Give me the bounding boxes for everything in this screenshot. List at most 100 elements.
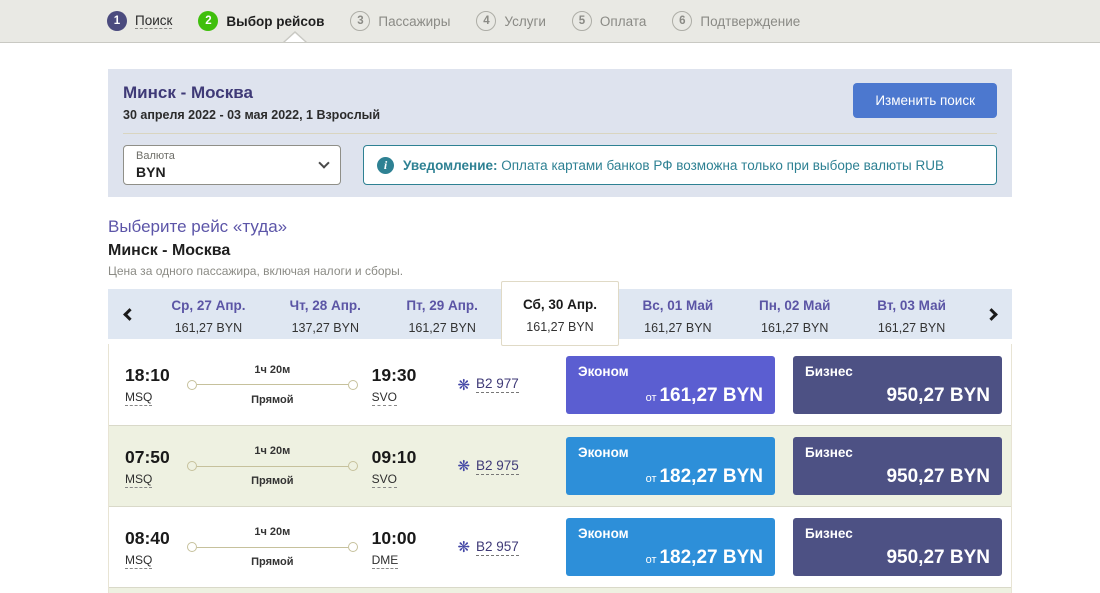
- notification-banner: i Уведомление: Оплата картами банков РФ …: [363, 145, 997, 185]
- flight-stops: Прямой: [187, 475, 358, 487]
- date-tab-3-selected[interactable]: Сб, 30 Апр. 161,27 BYN: [501, 281, 620, 346]
- currency-select[interactable]: Валюта BYN: [123, 145, 341, 185]
- business-fare-button[interactable]: Бизнес 950,27 BYN: [793, 437, 1002, 495]
- flight-duration: 1ч 20м: [187, 526, 358, 538]
- arrival-airport-code[interactable]: DME: [372, 553, 399, 569]
- arrival-time: 19:30: [372, 365, 442, 386]
- prev-dates-button[interactable]: [108, 289, 150, 339]
- departure-time: 08:40: [125, 528, 187, 549]
- flight-list: 18:10 MSQ 1ч 20м Прямой 19:30 SVO ❋ B2 9…: [108, 344, 1012, 593]
- price-from-prefix: от: [646, 554, 657, 566]
- departure-block: 18:10 MSQ: [125, 365, 187, 404]
- timeline-bar: [197, 466, 348, 467]
- date-tab-date: Чт, 28 Апр.: [267, 298, 384, 313]
- departure-airport-code[interactable]: MSQ: [125, 472, 152, 488]
- date-tab-4[interactable]: Вс, 01 Май 161,27 BYN: [619, 289, 736, 339]
- business-fare-button[interactable]: Бизнес 950,27 BYN: [793, 518, 1002, 576]
- economy-label: Эконом: [578, 445, 629, 460]
- date-tab-6[interactable]: Вт, 03 Май 161,27 BYN: [853, 289, 970, 339]
- date-tab-date: Вс, 01 Май: [619, 298, 736, 313]
- date-tab-price: 161,27 BYN: [853, 321, 970, 335]
- search-summary-text: Минск - Москва 30 апреля 2022 - 03 мая 2…: [123, 83, 380, 122]
- flight-stops: Прямой: [187, 556, 358, 568]
- date-tab-2[interactable]: Пт, 29 Апр. 161,27 BYN: [384, 289, 501, 339]
- date-tab-5[interactable]: Пн, 02 Май 161,27 BYN: [736, 289, 853, 339]
- flight-timeline: 1ч 20м Прямой: [187, 526, 358, 568]
- business-label: Бизнес: [805, 526, 853, 541]
- step-payment: 5 Оплата: [572, 11, 646, 31]
- timeline-dot-icon: [187, 542, 197, 552]
- notification-title: Уведомление:: [403, 158, 498, 173]
- date-tab-date: Вт, 03 Май: [853, 298, 970, 313]
- step-search[interactable]: 1 Поиск: [107, 11, 172, 31]
- step-3-label: Пассажиры: [378, 14, 450, 29]
- flight-number-link[interactable]: B2 977: [476, 376, 519, 393]
- step-6-label: Подтверждение: [700, 14, 800, 29]
- step-2-circle: 2: [198, 11, 218, 31]
- next-dates-button[interactable]: [970, 289, 1012, 339]
- route-title: Минск - Москва: [123, 83, 380, 103]
- timeline-dot-icon: [187, 461, 197, 471]
- economy-label: Эконом: [578, 526, 629, 541]
- arrival-block: 09:10 SVO: [372, 447, 442, 486]
- flight-number-link[interactable]: B2 975: [476, 458, 519, 475]
- edit-search-button[interactable]: Изменить поиск: [853, 83, 997, 118]
- economy-label: Эконом: [578, 364, 629, 379]
- step-passengers: 3 Пассажиры: [350, 11, 450, 31]
- business-fare-button[interactable]: Бизнес 950,27 BYN: [793, 356, 1002, 414]
- step-confirmation: 6 Подтверждение: [672, 11, 800, 31]
- date-tab-price: 161,27 BYN: [384, 321, 501, 335]
- date-tab-price: 161,27 BYN: [150, 321, 267, 335]
- departure-block: 08:40 MSQ: [125, 528, 187, 567]
- date-tab-price: 161,27 BYN: [736, 321, 853, 335]
- step-3-circle: 3: [350, 11, 370, 31]
- economy-fare-button[interactable]: Эконом от161,27 BYN: [566, 356, 775, 414]
- departure-block: 07:50 MSQ: [125, 447, 187, 486]
- search-dates-passengers: 30 апреля 2022 - 03 мая 2022, 1 Взрослый: [123, 108, 380, 122]
- date-tab-date: Сб, 30 Апр.: [502, 297, 619, 312]
- flight-number-block: ❋ B2 975: [457, 457, 566, 475]
- step-5-label: Оплата: [600, 14, 646, 29]
- timeline-dot-icon: [348, 380, 358, 390]
- flight-duration: 1ч 20м: [187, 364, 358, 376]
- airline-logo-icon: ❋: [457, 538, 470, 556]
- arrival-time: 10:00: [372, 528, 442, 549]
- airline-logo-icon: ❋: [457, 376, 470, 394]
- info-icon: i: [377, 157, 394, 174]
- timeline-dot-icon: [187, 380, 197, 390]
- date-tab-1[interactable]: Чт, 28 Апр. 137,27 BYN: [267, 289, 384, 339]
- airline-logo-icon: ❋: [457, 457, 470, 475]
- business-label: Бизнес: [805, 445, 853, 460]
- step-6-circle: 6: [672, 11, 692, 31]
- date-tabs-strip: Ср, 27 Апр. 161,27 BYN Чт, 28 Апр. 137,2…: [108, 289, 1012, 339]
- notification-body: Оплата картами банков РФ возможна только…: [498, 158, 945, 173]
- flight-timeline: 1ч 20м Прямой: [187, 364, 358, 406]
- economy-fare-button[interactable]: Эконом от182,27 BYN: [566, 437, 775, 495]
- departure-airport-code[interactable]: MSQ: [125, 553, 152, 569]
- flight-row-1: 07:50 MSQ 1ч 20м Прямой 09:10 SVO ❋ B2 9…: [109, 425, 1011, 506]
- timeline-bar: [197, 547, 348, 548]
- business-price: 950,27 BYN: [886, 547, 990, 569]
- arrival-block: 10:00 DME: [372, 528, 442, 567]
- chevron-down-icon: [318, 157, 329, 168]
- flight-number-block: ❋ B2 977: [457, 376, 566, 394]
- economy-price: 182,27 BYN: [659, 547, 763, 568]
- date-tab-0[interactable]: Ср, 27 Апр. 161,27 BYN: [150, 289, 267, 339]
- economy-fare-button[interactable]: Эконом от182,27 BYN: [566, 518, 775, 576]
- timeline-bar: [197, 384, 348, 385]
- departure-airport-code[interactable]: MSQ: [125, 390, 152, 406]
- flight-number-link[interactable]: B2 957: [476, 539, 519, 556]
- date-tab-date: Ср, 27 Апр.: [150, 298, 267, 313]
- arrival-airport-code[interactable]: SVO: [372, 472, 397, 488]
- step-5-circle: 5: [572, 11, 592, 31]
- arrival-airport-code[interactable]: SVO: [372, 390, 397, 406]
- price-note: Цена за одного пассажира, включая налоги…: [108, 264, 1012, 278]
- flight-row-0: 18:10 MSQ 1ч 20м Прямой 19:30 SVO ❋ B2 9…: [109, 344, 1011, 425]
- flight-timeline: 1ч 20м Прямой: [187, 445, 358, 487]
- current-step-pointer-fill: [285, 33, 305, 42]
- economy-price: 161,27 BYN: [659, 385, 763, 406]
- booking-stepper: 1 Поиск 2 Выбор рейсов 3 Пассажиры 4 Усл…: [0, 0, 1100, 43]
- date-tab-price: 161,27 BYN: [619, 321, 736, 335]
- price-from-prefix: от: [646, 392, 657, 404]
- step-1-label[interactable]: Поиск: [135, 13, 172, 29]
